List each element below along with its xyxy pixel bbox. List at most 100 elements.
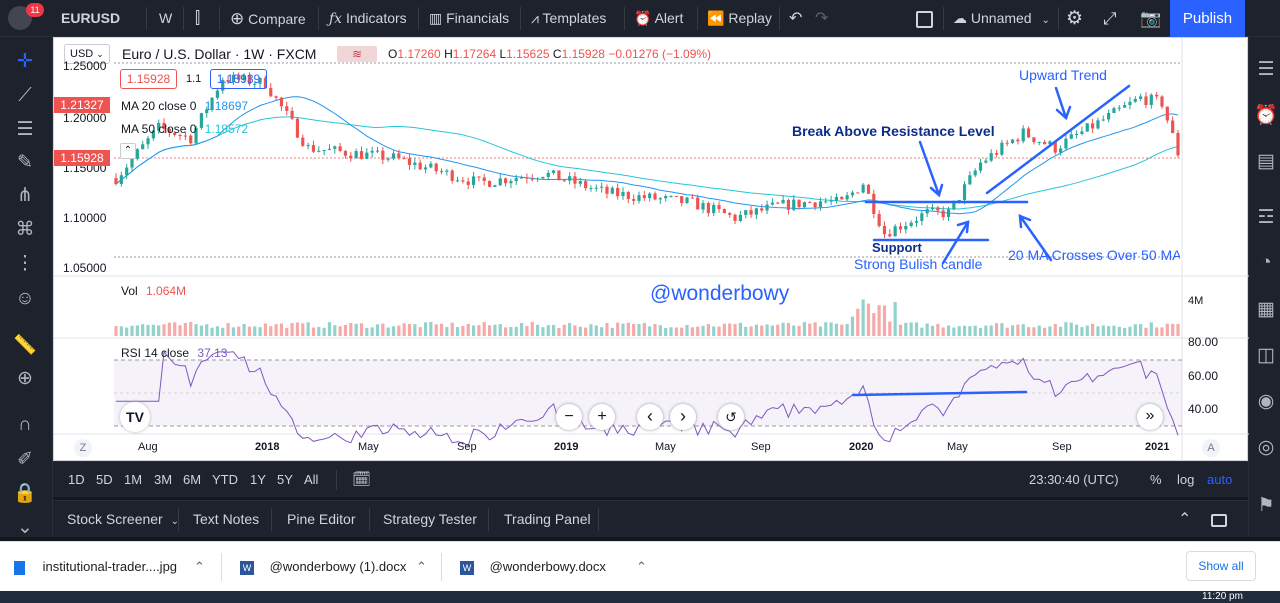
redo-button[interactable]: ↷: [815, 0, 828, 37]
range-3m[interactable]: 3M: [154, 472, 173, 487]
zoom-in-icon[interactable]: ⊕: [17, 367, 33, 389]
range-1m[interactable]: 1M: [124, 472, 143, 487]
range-6m[interactable]: 6M: [183, 472, 202, 487]
hotlist-icon[interactable]: ◔: [1260, 252, 1272, 273]
compare-toggle-icon[interactable]: ≋: [337, 46, 377, 62]
crosshair-icon[interactable]: ✛: [17, 50, 33, 72]
settings-button[interactable]: ⚙: [1066, 0, 1083, 37]
range-5d[interactable]: 5D: [96, 472, 113, 487]
resistance-arrow[interactable]: [918, 140, 941, 197]
layout-name-button[interactable]: ☁ Unnamed ⌄: [953, 0, 1050, 37]
download-item[interactable]: W @wonderbowy (1).docx ⌃: [240, 542, 440, 592]
notifications-icon[interactable]: ⚑: [1257, 494, 1275, 516]
pitchfork-icon[interactable]: ⋔: [17, 184, 33, 206]
maximize-panel-button[interactable]: [1211, 501, 1227, 538]
help-icon[interactable]: ◎: [1257, 436, 1275, 458]
prediction-icon[interactable]: ⋮: [15, 252, 35, 274]
time-axis[interactable]: Z Aug 2018 May Sep 2019 May Sep 2020 May…: [54, 438, 1249, 458]
financials-button[interactable]: ▥ Financials: [429, 0, 509, 37]
compare-button[interactable]: ⊕ Compare: [230, 0, 306, 37]
auto-toggle[interactable]: auto: [1207, 472, 1233, 487]
replay-button[interactable]: ⏪ Replay: [707, 0, 772, 37]
percent-toggle[interactable]: %: [1150, 472, 1162, 487]
crossover-arrow[interactable]: [1018, 214, 1053, 262]
tab-text-notes[interactable]: Text Notes: [193, 511, 260, 527]
axis-a-button[interactable]: A: [1202, 439, 1220, 457]
rsi-divergence-line[interactable]: [851, 390, 1028, 397]
rsi-legend[interactable]: RSI 14 close 37.13: [121, 346, 227, 360]
brush-icon[interactable]: ✎: [17, 151, 33, 173]
pattern-icon[interactable]: ⌘: [15, 218, 35, 240]
alert-button[interactable]: ⏰ Alert: [634, 0, 683, 37]
streams-icon[interactable]: ◉: [1257, 390, 1275, 412]
news-icon[interactable]: ▤: [1257, 150, 1275, 172]
symbol-search-button[interactable]: EURUSD: [61, 10, 121, 26]
layout-toggle-button[interactable]: [916, 0, 933, 37]
interval-button[interactable]: W: [159, 10, 173, 26]
collapse-legend-button[interactable]: ⌃: [120, 143, 136, 159]
taskbar-clock[interactable]: 11:20 pm: [1202, 591, 1243, 602]
ma20-line[interactable]: [115, 96, 1179, 215]
zoom-out-button[interactable]: −: [556, 404, 582, 430]
axis-z-button[interactable]: Z: [74, 439, 92, 457]
scroll-to-end-button[interactable]: »: [1137, 404, 1163, 430]
chart-type-button[interactable]: ⫿: [195, 0, 200, 37]
hide-drawings-icon[interactable]: ⌄: [17, 516, 33, 538]
clock-display[interactable]: 23:30:40 (UTC): [1029, 472, 1119, 487]
smiley-icon[interactable]: ☺: [15, 288, 35, 309]
volume-legend[interactable]: Vol 1.064M: [121, 284, 186, 298]
show-all-button[interactable]: Show all: [1186, 551, 1256, 581]
chart-area[interactable]: USD ⌄ Euro / U.S. Dollar · 1W · FXCM ≋ O…: [53, 37, 1249, 462]
log-toggle[interactable]: log: [1177, 472, 1195, 487]
tab-stock-screener[interactable]: Stock Screener ⌄: [67, 501, 179, 538]
ma50-legend[interactable]: MA 50 close 0 1.19572: [121, 121, 248, 137]
range-1y[interactable]: 1Y: [250, 472, 266, 487]
buy-price-button[interactable]: 1.15939: [210, 69, 267, 89]
indicators-button[interactable]: ƒx Indicators: [329, 0, 407, 37]
annotation-upward-trend[interactable]: Upward Trend: [1019, 67, 1107, 83]
lock-icon[interactable]: 🔒: [13, 483, 37, 504]
snapshot-button[interactable]: 📷: [1140, 0, 1161, 37]
bullish-candle-arrow[interactable]: [941, 220, 970, 265]
horizontal-lines-icon[interactable]: ☰: [16, 118, 34, 140]
tradingview-logo[interactable]: TV: [120, 402, 150, 432]
sell-price-button[interactable]: 1.15928: [120, 69, 177, 89]
annotation-crossover[interactable]: 20 MA Crosses Over 50 MA: [1008, 247, 1180, 263]
tab-strategy-tester[interactable]: Strategy Tester: [383, 511, 477, 527]
annotation-support[interactable]: Support: [872, 240, 922, 255]
goto-date-button[interactable]: 🗓: [352, 462, 371, 498]
tab-trading-panel[interactable]: Trading Panel: [504, 511, 591, 527]
undo-button[interactable]: ↶: [789, 0, 802, 37]
ma50-line[interactable]: [115, 116, 1179, 210]
range-1d[interactable]: 1D: [68, 472, 85, 487]
tab-pine-editor[interactable]: Pine Editor: [287, 511, 356, 527]
stay-drawing-icon[interactable]: ✐: [17, 448, 33, 470]
templates-button[interactable]: ⩘ Templates: [531, 0, 606, 37]
publish-button[interactable]: Publish: [1170, 0, 1245, 37]
range-all[interactable]: All: [304, 472, 319, 487]
ruler-icon[interactable]: 📏: [13, 335, 37, 356]
ma20-legend[interactable]: MA 20 close 0 1.18697: [121, 98, 248, 114]
ideas-icon[interactable]: ☲: [1257, 206, 1275, 228]
upward-trend-line[interactable]: [985, 84, 1131, 195]
collapse-panel-button[interactable]: ⌃: [1178, 501, 1191, 538]
fullscreen-button[interactable]: ⤢: [1103, 0, 1117, 37]
annotation-resistance[interactable]: Break Above Resistance Level: [792, 123, 995, 139]
scroll-right-button[interactable]: ›: [670, 404, 696, 430]
download-item[interactable]: institutional-trader....jpg ⌃: [14, 542, 222, 592]
magnet-icon[interactable]: ∩: [18, 414, 32, 435]
watchlist-icon[interactable]: ☰: [1257, 58, 1275, 80]
range-5y[interactable]: 5Y: [277, 472, 293, 487]
scroll-left-button[interactable]: ‹: [637, 404, 663, 430]
alerts-clock-icon[interactable]: ⏰: [1254, 105, 1278, 126]
trend-line-icon[interactable]: ⟋: [18, 85, 32, 106]
zoom-in-button[interactable]: +: [589, 404, 615, 430]
reset-chart-button[interactable]: ↺: [718, 404, 744, 430]
chart-title[interactable]: Euro / U.S. Dollar · 1W · FXCM: [122, 46, 317, 62]
download-item[interactable]: W @wonderbowy.docx ⌃: [460, 542, 660, 592]
chat-icon[interactable]: ◫: [1257, 344, 1275, 366]
currency-select[interactable]: USD ⌄: [64, 44, 110, 64]
calendar-icon[interactable]: ▦: [1257, 298, 1275, 320]
range-ytd[interactable]: YTD: [212, 472, 238, 487]
right-panel-toggle[interactable]: [1250, 6, 1274, 30]
